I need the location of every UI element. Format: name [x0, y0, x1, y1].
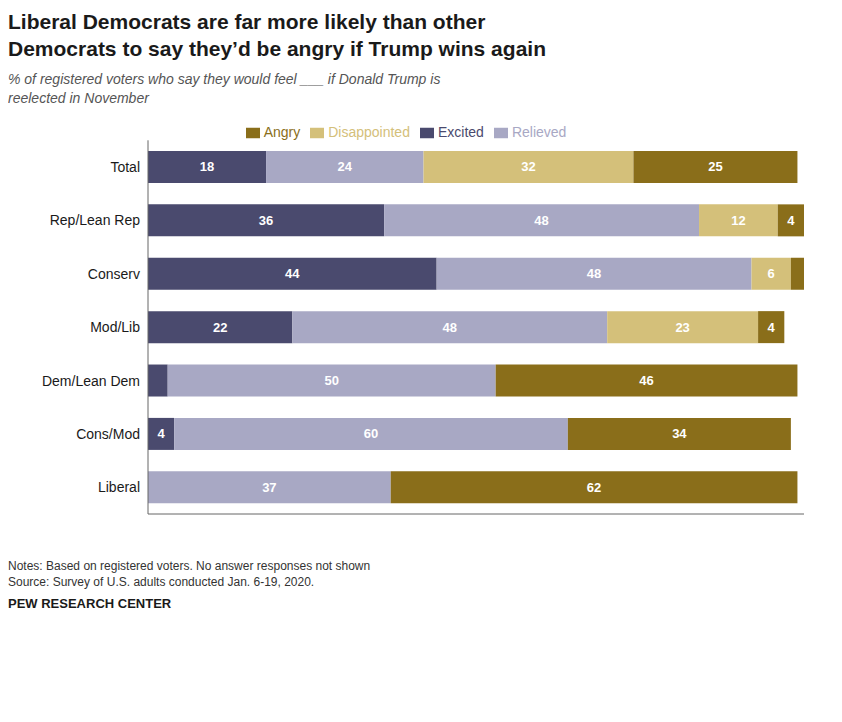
html-text:Relieved: Relieved — [511, 124, 567, 140]
svg-text:4: 4 — [768, 320, 776, 335]
html-text:Notes: Based on registered vot: Notes: Based on registered voters. No an… — [8, 559, 371, 573]
svg-text:48: 48 — [587, 266, 601, 281]
svg-text:37: 37 — [262, 480, 276, 495]
html-text:Excited: Excited — [438, 124, 484, 140]
svg-text:Rep/Lean Rep: Rep/Lean Rep — [50, 212, 141, 228]
svg-text:46: 46 — [639, 373, 653, 388]
html-text:Liberal Democrats are far more: Liberal Democrats are far more likely th… — [8, 10, 486, 33]
svg-text:32: 32 — [521, 159, 535, 174]
svg-text:Liberal: Liberal — [98, 479, 140, 495]
svg-text:25: 25 — [708, 159, 722, 174]
html-text:Democrats to say they’d be ang: Democrats to say they’d be angry if Trum… — [8, 37, 546, 60]
svg-text:4: 4 — [787, 213, 795, 228]
html-text:Source: Survey of U.S. adults: Source: Survey of U.S. adults conducted … — [8, 575, 315, 589]
svg-text:Total: Total — [110, 159, 140, 175]
svg-text:Cons/Mod: Cons/Mod — [76, 426, 140, 442]
html-text:PEW RESEARCH CENTER: PEW RESEARCH CENTER — [8, 596, 172, 611]
svg-text:22: 22 — [213, 320, 227, 335]
svg-text:36: 36 — [259, 213, 273, 228]
svg-text:Dem/Lean Dem: Dem/Lean Dem — [42, 373, 140, 389]
svg-text:24: 24 — [338, 159, 353, 174]
html-text:Angry: Angry — [263, 124, 301, 140]
svg-text:Mod/Lib: Mod/Lib — [90, 319, 140, 335]
html-text:reelected in November: reelected in November — [8, 90, 149, 106]
html-text:% of registered voters who say: % of registered voters who say they woul… — [8, 71, 441, 87]
svg-text:4: 4 — [158, 426, 166, 441]
html-text:Disappointed: Disappointed — [328, 124, 410, 140]
svg-text:60: 60 — [364, 426, 378, 441]
svg-text:50: 50 — [324, 373, 338, 388]
svg-text:48: 48 — [443, 320, 457, 335]
svg-text:44: 44 — [285, 266, 300, 281]
svg-text:Conserv: Conserv — [88, 266, 140, 282]
svg-text:48: 48 — [534, 213, 548, 228]
svg-text:12: 12 — [731, 213, 745, 228]
svg-text:62: 62 — [587, 480, 601, 495]
svg-text:34: 34 — [672, 426, 687, 441]
svg-text:6: 6 — [768, 266, 775, 281]
svg-text:23: 23 — [675, 320, 689, 335]
svg-text:18: 18 — [200, 159, 214, 174]
